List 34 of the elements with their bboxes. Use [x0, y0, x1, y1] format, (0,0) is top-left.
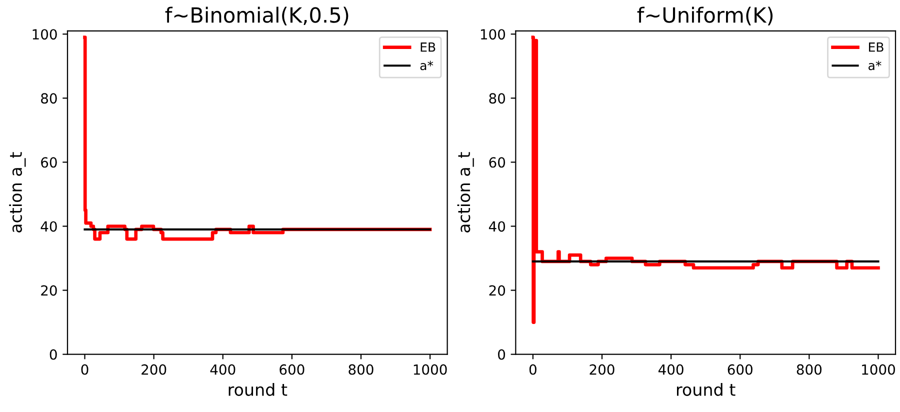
- y-tick-label: 80: [41, 93, 57, 104]
- x-axis-title: round t: [228, 383, 288, 396]
- x-tick-label: 400: [658, 364, 684, 375]
- x-tick-label: 0: [81, 364, 88, 375]
- x-tick-label: 1000: [414, 364, 447, 375]
- x-tick-label: 600: [280, 364, 304, 375]
- y-tick-label: 20: [489, 285, 506, 296]
- legend-label: a*: [868, 60, 882, 70]
- legend-label: a*: [420, 60, 434, 70]
- y-tick-label: 40: [488, 221, 506, 232]
- x-tick-label: 1000: [862, 364, 895, 375]
- y-tick-label: 0: [498, 349, 506, 360]
- x-tick-label: 600: [728, 364, 752, 375]
- y-tick-label: 20: [41, 285, 57, 296]
- y-tick-label: 100: [32, 29, 57, 40]
- y-tick-label: 0: [50, 349, 57, 360]
- x-tick-label: 200: [590, 364, 614, 375]
- y-axis-title: action a_t: [9, 152, 26, 232]
- chart-title: f~Uniform(K): [637, 6, 773, 26]
- legend-label: EB: [869, 42, 884, 52]
- x-tick-label: 800: [796, 364, 822, 375]
- x-tick-label: 800: [348, 364, 374, 375]
- x-axis-title: round t: [677, 383, 736, 396]
- chart-title: f~Binomial(K,0.5): [165, 6, 348, 26]
- y-tick-label: 80: [489, 93, 506, 104]
- x-tick-label: 400: [210, 364, 236, 375]
- y-tick-label: 100: [480, 29, 506, 40]
- y-axis-title: action a_t: [457, 152, 474, 232]
- x-tick-label: 0: [529, 364, 536, 375]
- y-tick-label: 60: [489, 157, 506, 168]
- legend-label: EB: [420, 42, 436, 52]
- x-tick-label: 200: [142, 364, 166, 375]
- y-tick-label: 60: [41, 157, 57, 168]
- y-tick-label: 40: [40, 221, 57, 232]
